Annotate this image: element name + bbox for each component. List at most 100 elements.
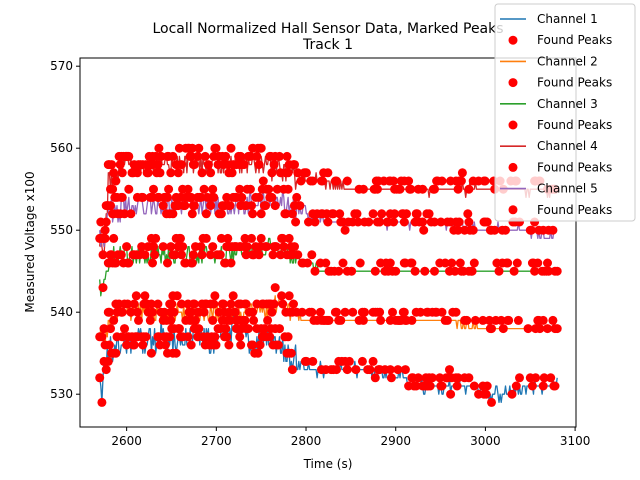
peak-point: [221, 151, 231, 161]
peak-point: [117, 192, 127, 202]
peak-point: [146, 299, 156, 309]
peak-point: [468, 225, 478, 235]
peak-point: [264, 184, 274, 194]
peak-point: [191, 315, 200, 325]
peak-point: [504, 315, 514, 325]
peak-point: [115, 160, 125, 170]
peak-point: [289, 299, 298, 309]
peak-point: [199, 184, 209, 194]
peak-point: [194, 143, 204, 153]
peak-point: [410, 266, 420, 276]
peak-point: [548, 225, 558, 235]
peak-point: [162, 315, 171, 325]
peak-point: [470, 315, 480, 325]
peak-point: [416, 307, 425, 317]
peak-point: [446, 389, 456, 399]
peak-point: [209, 299, 219, 309]
peak-point: [340, 225, 350, 235]
peak-point: [385, 258, 395, 268]
peak-point: [462, 315, 472, 325]
peak-point: [165, 332, 175, 342]
peak-point: [101, 217, 111, 227]
peak-point: [222, 192, 232, 202]
peak-point: [385, 365, 395, 375]
peak-point: [183, 184, 193, 194]
peak-point: [174, 143, 184, 153]
peak-point: [134, 315, 143, 325]
peak-point: [526, 225, 536, 235]
peak-point: [236, 151, 246, 161]
peak-point: [248, 209, 258, 219]
peak-point: [399, 217, 409, 227]
peak-point: [310, 266, 320, 276]
peak-point: [372, 184, 382, 194]
peak-point: [301, 356, 311, 366]
y-axis-label: Measured Voltage x100: [23, 171, 37, 312]
peak-point: [177, 250, 186, 260]
y-tick-label: 530: [50, 387, 73, 401]
peak-point: [452, 381, 462, 391]
legend-peak-marker: [508, 205, 518, 215]
peak-point: [230, 307, 240, 317]
peak-point: [490, 225, 500, 235]
peak-point: [124, 151, 134, 161]
peak-point: [463, 209, 473, 219]
peak-point: [418, 217, 428, 227]
peak-point: [321, 258, 331, 268]
peak-point: [254, 192, 264, 202]
peak-point: [186, 307, 196, 317]
peak-point: [177, 160, 186, 170]
peak-point: [296, 176, 306, 186]
peak-point: [265, 332, 275, 342]
peak-point: [223, 233, 233, 243]
peak-point: [515, 373, 524, 383]
peak-point: [140, 291, 150, 301]
peak-point: [278, 299, 288, 309]
peak-point: [400, 365, 410, 375]
peak-point: [286, 348, 296, 358]
peak-point: [498, 324, 508, 334]
legend-label: Found Peaks: [537, 203, 612, 217]
peak-point: [511, 381, 521, 391]
peak-point: [467, 266, 477, 276]
peak-point: [117, 168, 127, 178]
peak-point: [295, 201, 305, 211]
peak-point: [211, 143, 221, 153]
peak-point: [538, 315, 548, 325]
peak-point: [206, 201, 216, 211]
peak-point: [270, 283, 280, 293]
peak-point: [201, 233, 211, 243]
peak-point: [388, 307, 397, 317]
x-tick-label: 3100: [560, 434, 591, 448]
peak-point: [440, 258, 450, 268]
peak-point: [273, 340, 283, 350]
peak-point: [199, 307, 209, 317]
peak-point: [100, 225, 110, 235]
peak-point: [391, 266, 401, 276]
peak-point: [189, 160, 199, 170]
peak-point: [158, 242, 168, 252]
legend-box: [494, 3, 636, 222]
x-tick-label: 2800: [291, 434, 322, 448]
peak-point: [104, 307, 114, 317]
peak-point: [153, 299, 163, 309]
peak-point: [406, 184, 416, 194]
peak-point: [186, 192, 196, 202]
peak-point: [221, 324, 231, 334]
peak-point: [225, 315, 235, 325]
peak-point: [393, 365, 403, 375]
peak-point: [332, 365, 341, 375]
peak-point: [276, 250, 286, 260]
peak-point: [149, 184, 158, 194]
peak-point: [98, 250, 108, 260]
legend-label: Channel 4: [537, 139, 598, 153]
peak-point: [482, 381, 492, 391]
y-tick-label: 570: [50, 59, 73, 73]
peak-point: [174, 324, 184, 334]
peak-point: [210, 332, 220, 342]
peak-point: [216, 233, 226, 243]
y-tick-label: 540: [50, 305, 73, 319]
peak-point: [98, 283, 108, 293]
peak-point: [535, 324, 545, 334]
